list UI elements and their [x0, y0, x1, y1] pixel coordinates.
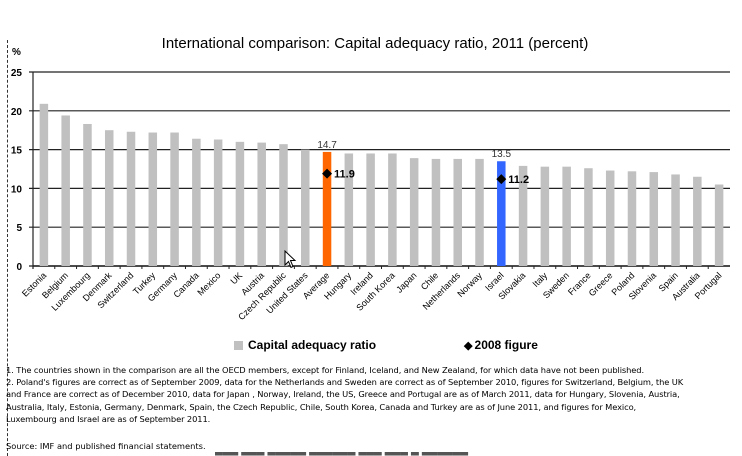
- bar-mexico: [213, 139, 223, 266]
- bar-uk: [235, 141, 245, 266]
- bar-slovakia: [518, 165, 528, 266]
- cut-off-text-line: ▀▀▀ ▀▀▀ ▀▀▀▀▀ ▀▀▀▀▀▀ ▀▀▀ ▀▀▀ ▀ ▀▀▀▀▀▀: [215, 452, 505, 456]
- bar-ireland: [366, 153, 375, 266]
- footnote-line: Australia, Italy, Estonia, Germany, Denm…: [6, 401, 637, 412]
- bar-italy: [540, 166, 550, 266]
- bar-sweden: [562, 166, 571, 266]
- marker-2008-israel: [496, 174, 507, 185]
- bar-estonia: [39, 103, 49, 266]
- bar-united-states: [301, 149, 310, 266]
- bar-france: [584, 168, 593, 266]
- data-label: 14.7: [317, 140, 337, 151]
- bar-greece: [605, 170, 615, 266]
- y-axis-unit-label: %: [12, 47, 21, 58]
- bar-netherlands: [453, 158, 462, 266]
- bar-average: [322, 151, 332, 266]
- legend-swatch-grey: [234, 340, 243, 350]
- bar-poland: [627, 171, 637, 266]
- bar-south-korea: [388, 153, 397, 266]
- bar-slovenia: [649, 172, 659, 266]
- bar-switzerland: [126, 131, 136, 266]
- bar-japan: [409, 158, 419, 266]
- x-tick-label: Greece: [587, 270, 615, 298]
- markers: 11.9 11.2: [322, 168, 529, 186]
- y-tick-labels: 0 5 10 15 20 25: [11, 68, 23, 273]
- x-tick-label: Japan: [394, 270, 418, 294]
- y-tick-label: 25: [11, 68, 23, 79]
- y-tick-label: 0: [16, 262, 22, 273]
- source-note: Source: IMF and published financial stat…: [6, 441, 206, 451]
- diamond-icon: ◆: [464, 339, 473, 352]
- data-label: 13.5: [492, 149, 512, 160]
- chart-title: International comparison: Capital adequa…: [162, 35, 589, 52]
- marker-label: 11.2: [508, 174, 529, 186]
- y-tick-label: 15: [11, 146, 23, 157]
- footnote-line: 2. Poland's figures are correct as of Se…: [6, 377, 684, 388]
- bar-portugal: [714, 184, 724, 266]
- bar-australia: [693, 176, 702, 266]
- bar-germany: [170, 132, 179, 266]
- footnotes: 1. The countries shown in the comparison…: [6, 364, 742, 425]
- bar-luxembourg: [83, 123, 92, 266]
- bar-denmark: [104, 130, 114, 266]
- y-tick-label: 20: [11, 107, 23, 118]
- bar-turkey: [148, 132, 158, 266]
- legend: Capital adequacy ratio ◆ 2008 figure: [234, 338, 538, 352]
- bar-czech-republic: [279, 144, 288, 266]
- bar-spain: [671, 174, 680, 266]
- mouse-cursor-icon: [284, 250, 297, 269]
- legend-label: Capital adequacy ratio: [248, 338, 377, 352]
- page-margin-border: [7, 40, 8, 456]
- legend-label: 2008 figure: [474, 338, 538, 352]
- bars: 14.7 13.5: [39, 103, 724, 267]
- bar-israel: [497, 161, 506, 266]
- y-tick-label: 5: [16, 223, 22, 234]
- chart: International comparison: Capital adequa…: [11, 35, 730, 322]
- x-tick-labels: EstoniaBelgiumLuxembourgDenmarkSwitzerla…: [20, 270, 724, 322]
- bar-hungary: [344, 153, 354, 266]
- footnote-line: Luxembourg and Israel are as of Septembe…: [6, 413, 211, 424]
- bar-norway: [475, 158, 484, 266]
- footnote-line: 1. The countries shown in the comparison…: [6, 365, 644, 375]
- bar-austria: [257, 142, 266, 266]
- bar-chile: [431, 158, 441, 266]
- x-tick-label: UK: [228, 270, 244, 286]
- bar-canada: [192, 138, 201, 266]
- y-tick-label: 10: [11, 184, 23, 195]
- marker-label: 11.9: [334, 169, 355, 181]
- x-tick-label: Norway: [455, 270, 484, 299]
- bar-belgium: [61, 115, 70, 267]
- marker-2008-average: [322, 168, 333, 179]
- footnote-line: and France are correct as of December 20…: [6, 389, 680, 400]
- legend-item-2008-figure: ◆ 2008 figure: [464, 338, 538, 352]
- x-tick-label: Mexico: [195, 270, 222, 297]
- legend-item-capital-adequacy: Capital adequacy ratio: [234, 338, 376, 352]
